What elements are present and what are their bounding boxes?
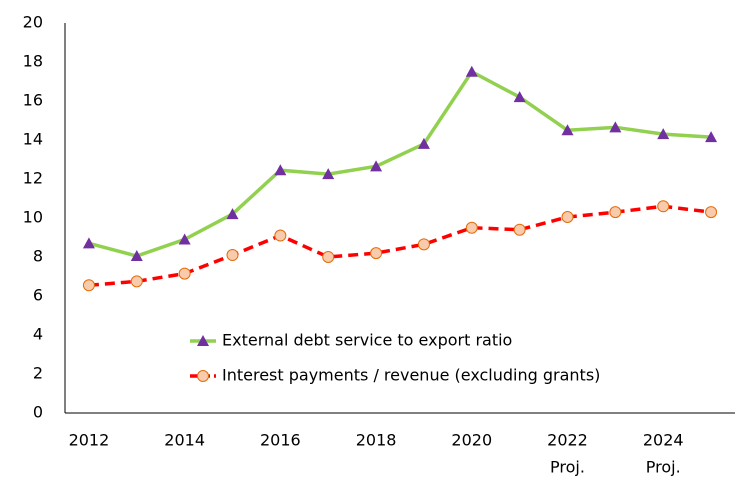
series-marker [513, 91, 526, 103]
series-marker [417, 137, 430, 149]
series-marker [226, 208, 239, 220]
y-tick-label: 10 [23, 208, 43, 227]
series-marker [370, 160, 383, 172]
x-tick-label: 2014 [164, 431, 205, 450]
series-marker [561, 211, 574, 224]
series-marker [178, 267, 191, 280]
x-tick-label: 2016 [260, 431, 301, 450]
series-marker [274, 229, 287, 242]
series-marker [322, 168, 335, 180]
series-marker [465, 221, 478, 234]
x-tick-sublabel: Proj. [646, 458, 681, 477]
series-marker [609, 206, 622, 219]
x-tick-label: 2022 [547, 431, 588, 450]
x-tick-label: 2012 [69, 431, 110, 450]
y-tick-label: 20 [23, 13, 43, 32]
series-marker [609, 121, 622, 133]
y-tick-label: 8 [33, 247, 43, 266]
series-marker [322, 251, 335, 263]
series-marker [82, 237, 95, 249]
legend-label: External debt service to export ratio [222, 331, 512, 350]
series-marker [705, 206, 718, 219]
series-marker [130, 250, 143, 262]
series-marker [513, 223, 526, 236]
legend-label: Interest payments / revenue (excluding g… [222, 366, 600, 385]
y-tick-label: 18 [23, 52, 43, 71]
legend-marker [197, 335, 209, 346]
legend-marker [197, 370, 209, 382]
series-marker [178, 233, 191, 245]
series-marker [274, 164, 287, 176]
x-tick-label: 2024 [643, 431, 684, 450]
y-tick-label: 0 [33, 403, 43, 422]
series-marker [561, 124, 574, 136]
series-marker [82, 279, 95, 292]
x-tick-label: 2018 [356, 431, 397, 450]
series-line [88, 204, 712, 288]
series-marker [657, 128, 670, 140]
series-marker [705, 131, 718, 143]
y-tick-label: 14 [23, 130, 43, 149]
x-tick-sublabel: Proj. [550, 458, 585, 477]
series-marker [657, 200, 670, 213]
y-tick-label: 4 [33, 325, 43, 344]
series-marker [226, 249, 239, 262]
series-marker [370, 247, 383, 260]
series-marker [130, 275, 143, 288]
y-tick-label: 16 [23, 91, 43, 110]
series-marker [417, 238, 430, 251]
x-tick-label: 2020 [451, 431, 492, 450]
series-marker [465, 65, 478, 77]
y-tick-label: 6 [33, 286, 43, 305]
y-tick-label: 12 [23, 169, 43, 188]
y-tick-label: 2 [33, 364, 43, 383]
series-line [88, 69, 712, 258]
